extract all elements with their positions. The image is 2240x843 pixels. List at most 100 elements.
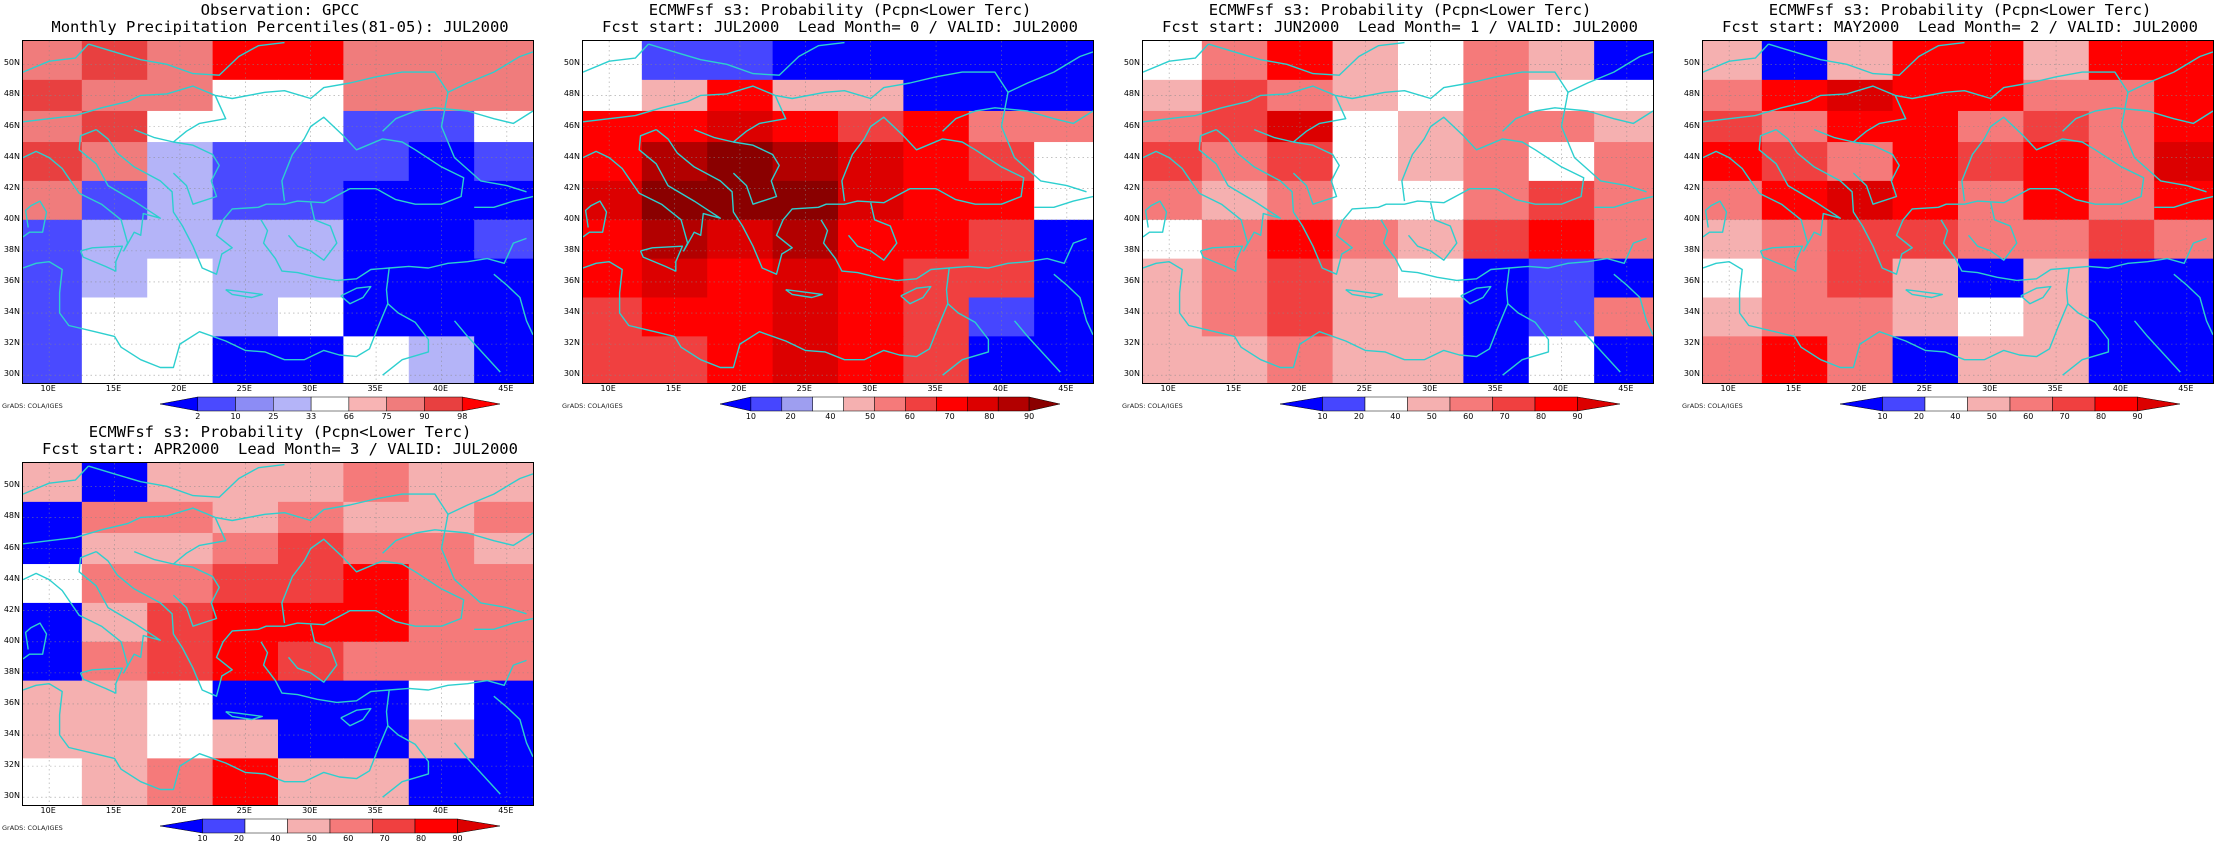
colorbar-label: 60 <box>904 412 915 421</box>
lat-label: 40N <box>3 213 20 223</box>
coastline <box>1775 116 2145 275</box>
colorbar-label: 20 <box>785 412 796 421</box>
colorbar-segment <box>461 396 501 412</box>
map-frame <box>22 462 534 806</box>
colorbar-segment <box>1364 396 1408 412</box>
grid-cell <box>2088 142 2155 182</box>
coastline <box>1502 107 1653 132</box>
coastline <box>23 128 162 252</box>
map-canvas <box>23 463 533 805</box>
map-canvas <box>23 41 533 383</box>
coastline <box>847 202 898 261</box>
colorbar-segment <box>874 396 906 412</box>
coastline <box>382 529 533 554</box>
lon-label: 40E <box>432 384 449 393</box>
lon-label: 35E <box>2047 384 2063 393</box>
coastline <box>287 202 338 261</box>
grid-cell <box>1594 142 1653 182</box>
lon-label: 10E <box>1160 384 1176 393</box>
coastline <box>693 128 780 205</box>
lat-label: 40N <box>1683 213 1700 223</box>
grid-cell <box>23 180 83 221</box>
colorbar-label: 50 <box>306 834 317 843</box>
grid-cell <box>1703 297 1763 337</box>
colorbar-label: 90 <box>419 412 430 421</box>
lat-label: 42N <box>3 182 20 192</box>
colorbar <box>130 818 530 834</box>
grid-cell <box>1761 142 1828 182</box>
coastline <box>1768 41 1965 76</box>
coastline <box>1502 303 1550 376</box>
panel-title: ECMWFsf s3: Probability (Pcpn<Lower Terc… <box>1768 1 2152 19</box>
colorbar-label: 98 <box>457 412 468 421</box>
grid-cell <box>212 142 279 182</box>
colorbar-segment <box>1322 396 1366 412</box>
coastline <box>785 289 824 299</box>
lat-label: 30N <box>3 369 20 379</box>
colorbar-segment <box>1407 396 1451 412</box>
coastline <box>88 463 285 498</box>
lat-label: 32N <box>3 760 20 770</box>
lat-label: 40N <box>3 635 20 645</box>
lat-label: 42N <box>3 604 20 614</box>
grid-cell <box>212 180 279 221</box>
coastline <box>340 285 372 305</box>
grid-cell <box>1594 297 1653 337</box>
coastline <box>79 667 124 694</box>
grid-cell <box>343 258 410 298</box>
lat-label: 34N <box>1123 307 1140 317</box>
coastline <box>1759 245 1804 272</box>
coastline <box>583 51 1093 123</box>
coastline <box>133 550 220 627</box>
grid-cell <box>1398 180 1464 221</box>
grid-cell <box>2154 336 2213 383</box>
lon-label: 20E <box>171 806 187 815</box>
lon-label: 10E <box>40 384 56 393</box>
coastline <box>225 289 264 299</box>
map-frame <box>1702 40 2214 384</box>
map-canvas <box>1703 41 2213 383</box>
colorbar <box>1250 396 1650 412</box>
colorbar-label: 75 <box>381 412 392 421</box>
colorbar-label: 90 <box>1572 412 1583 421</box>
grid-cell <box>707 142 774 182</box>
lat-label: 38N <box>1123 244 1140 254</box>
grid-cell <box>23 297 83 337</box>
coastline <box>1034 195 1093 209</box>
grid-cell <box>278 680 344 720</box>
colorbar-segment <box>936 396 968 412</box>
colorbar-segment <box>1577 396 1621 412</box>
coastline <box>1143 219 1510 369</box>
lon-label: 35E <box>367 384 383 393</box>
colorbar-label: 90 <box>452 834 463 843</box>
colorbar-label: 60 <box>2023 412 2034 421</box>
colorbar-segment <box>457 818 501 834</box>
lon-label: 25E <box>796 384 812 393</box>
lat-label: 32N <box>3 338 20 348</box>
grid-cell <box>81 564 148 604</box>
colorbar-label: 25 <box>268 412 279 421</box>
coastline <box>2062 303 2110 376</box>
lat-label: 44N <box>563 151 580 161</box>
colorbar-label: 60 <box>343 834 354 843</box>
grid-cell <box>838 180 904 221</box>
lat-label: 50N <box>3 58 20 68</box>
coastline <box>1345 289 1384 299</box>
lat-label: 50N <box>1123 58 1140 68</box>
colorbar-segment <box>2009 396 2053 412</box>
grid-cell <box>343 564 410 604</box>
lat-label: 34N <box>3 729 20 739</box>
lat-label: 40N <box>1123 213 1140 223</box>
coastline <box>1703 200 1728 238</box>
lat-label: 44N <box>3 573 20 583</box>
coastline <box>583 128 722 252</box>
coastline <box>1053 273 1093 336</box>
coastline <box>1703 43 1769 73</box>
lat-label: 32N <box>563 338 580 348</box>
lon-label: 40E <box>2112 384 2129 393</box>
lat-label: 36N <box>1123 275 1140 285</box>
grid-cell <box>2023 142 2090 182</box>
panel-subtitle: Fcst start: JUL2000 Lead Month= 0 / VALI… <box>602 18 1078 36</box>
coastline <box>732 95 787 143</box>
coastline <box>95 116 465 275</box>
